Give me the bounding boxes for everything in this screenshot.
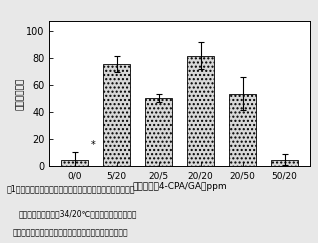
Bar [229, 94, 256, 166]
X-axis label: 処理濃度　4-CPA/GA（ppm: 処理濃度 4-CPA/GA（ppm [132, 182, 227, 191]
Bar [61, 160, 88, 166]
Text: 花房を各組み合わせ濃度溶液に浸漬．　＊：標準誤差．: 花房を各組み合わせ濃度溶液に浸漬． ＊：標準誤差． [13, 228, 128, 237]
Bar [271, 160, 298, 166]
Bar [145, 98, 172, 166]
Text: 図1　生育調節物質濃度の組み合わせが着果率に及ぼす影響: 図1 生育調節物質濃度の組み合わせが着果率に及ぼす影響 [6, 185, 135, 194]
Text: *: * [91, 140, 95, 150]
Bar [187, 56, 214, 166]
Y-axis label: 着果率（％）: 着果率（％） [16, 78, 25, 110]
Text: 第１花房開花前かく34/20℃で生育させ，開花時に: 第１花房開花前かく34/20℃で生育させ，開花時に [19, 209, 138, 218]
Bar [103, 64, 130, 166]
